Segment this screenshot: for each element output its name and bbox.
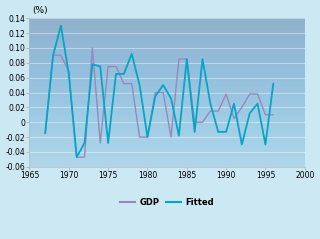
Legend: GDP, Fitted: GDP, Fitted bbox=[117, 195, 217, 210]
Text: (%): (%) bbox=[32, 6, 48, 15]
